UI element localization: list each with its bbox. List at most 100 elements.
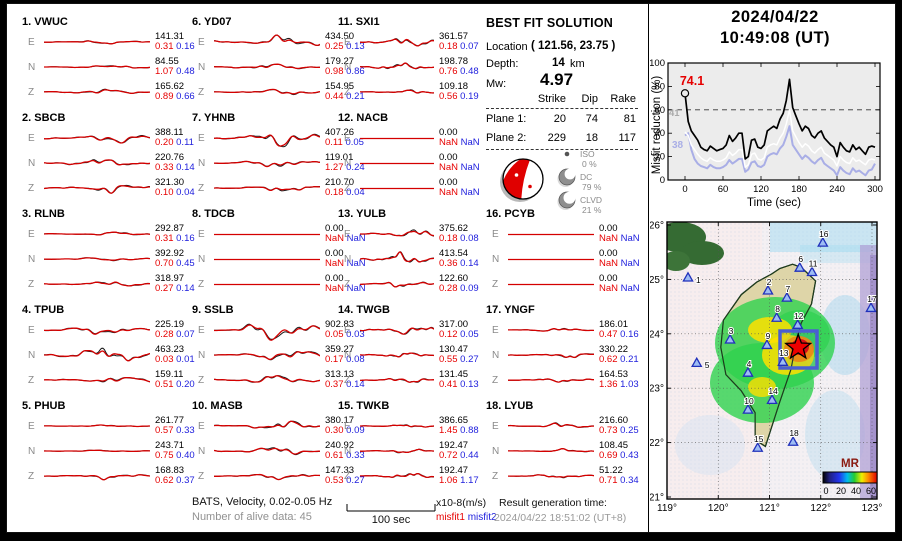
depth-value: 14 xyxy=(552,57,565,69)
channel-values: 386.65 1.45 0.88 xyxy=(439,415,479,437)
event-date: 2024/04/22 xyxy=(731,8,819,26)
misfit2-value: 0.05 xyxy=(345,137,364,148)
channel-values: 388.11 0.20 0.11 xyxy=(155,127,194,149)
misfit1-value: NaN xyxy=(439,162,459,173)
misfit1-value: 1.45 xyxy=(439,425,458,436)
waveform-plot-LYUB-N xyxy=(508,447,594,453)
y-tick-label: 20 xyxy=(654,152,665,163)
channel-values: 130.47 0.55 0.27 xyxy=(439,343,479,366)
channel-row: E 434.50 0.25 0.13 xyxy=(198,29,365,55)
synthetic-trace xyxy=(44,89,150,94)
channel-row: N 240.92 0.61 0.33 xyxy=(198,438,365,464)
misfit2-value: 0.16 xyxy=(176,41,195,52)
map-lat-tick: 23° xyxy=(650,384,664,395)
misfit2-value: NaN xyxy=(460,162,480,173)
channel-row: Z 210.70 0.18 0.04 xyxy=(198,175,365,201)
misfit1-value: 0.71 xyxy=(599,475,618,486)
map-lat-tick: 26° xyxy=(650,221,664,232)
station-label: 9. SSLB xyxy=(192,304,234,316)
component-label: Z xyxy=(344,182,351,194)
amplitude-value: 0.00 xyxy=(325,247,344,259)
lavender-series-start-value: 38 xyxy=(672,140,684,151)
map-station-marker-7 xyxy=(781,291,793,302)
channel-row: E 361.57 0.18 0.07 xyxy=(344,29,479,55)
channel-values: 0.00 NaN NaN xyxy=(439,127,480,149)
misfit2-value: 0.37 xyxy=(176,475,195,486)
synthetic-trace xyxy=(214,186,320,192)
component-label: N xyxy=(198,157,206,169)
plane1-label: Plane 1: xyxy=(486,113,527,125)
misfit2-value: 0.08 xyxy=(460,233,479,244)
map-station-number: 14 xyxy=(768,386,778,396)
waveform-plot-VWUC-N xyxy=(44,65,150,69)
waveform-plot-PHUB-E xyxy=(44,424,150,428)
channel-row: E 261.77 0.57 0.33 xyxy=(28,413,195,439)
channel-row: N 413.54 0.36 0.14 xyxy=(344,246,479,272)
series-best-misfit-reduction xyxy=(684,78,876,160)
amplitude-value: 130.47 xyxy=(439,343,469,355)
misfit2-value: NaN xyxy=(620,233,640,244)
map-station-marker-5 xyxy=(691,356,703,368)
component-label: N xyxy=(492,349,500,361)
amplitude-value: 51.22 xyxy=(599,464,623,476)
component-label: N xyxy=(344,157,352,169)
map-station-marker-8 xyxy=(770,311,783,322)
waveform-plot-TWGB-E xyxy=(360,326,434,335)
event-time: 10:49:08 (UT) xyxy=(719,29,831,47)
misfit2-value: NaN xyxy=(346,283,366,294)
alive-data-count: Number of alive data: 45 xyxy=(192,511,312,523)
plane1-strike: 20 xyxy=(553,113,566,125)
misfit2-value: 0.66 xyxy=(176,91,195,102)
channel-values: 0.00 NaN NaN xyxy=(325,273,366,295)
waveform-plot-PCYB-Z xyxy=(508,283,594,286)
misfit1-value: NaN xyxy=(599,233,619,244)
synthetic-trace xyxy=(44,376,150,383)
synthetic-trace xyxy=(360,424,434,428)
synthetic-trace xyxy=(44,159,150,166)
misfit2-value: 0.88 xyxy=(460,425,479,436)
misfit1-value: 0.20 xyxy=(155,137,174,148)
misfit1-value: 0.37 xyxy=(325,379,344,390)
component-label: Z xyxy=(492,470,499,482)
channel-row: N 220.76 0.33 0.14 xyxy=(28,150,195,176)
waveform-plot-PHUB-N xyxy=(44,449,150,453)
channel-row: E 0.00 NaN NaN xyxy=(344,125,480,151)
synthetic-trace xyxy=(214,420,320,429)
component-label: N xyxy=(28,157,36,169)
amplitude-value: 164.53 xyxy=(599,368,629,380)
channel-values: 192.47 0.72 0.44 xyxy=(439,440,479,462)
synthetic-trace xyxy=(44,231,150,236)
channel-values: 317.00 0.12 0.05 xyxy=(439,319,479,341)
channel-row: Z 321.30 0.10 0.04 xyxy=(28,175,195,201)
series-secondary-lavender xyxy=(684,125,876,177)
amplitude-value: 119.01 xyxy=(325,151,354,163)
map-station-marker-4 xyxy=(742,366,754,377)
channel-values: 198.78 0.76 0.48 xyxy=(439,56,479,78)
map-station-marker-1 xyxy=(682,271,694,282)
amplitude-value: 361.57 xyxy=(439,30,469,42)
map-station-marker-9 xyxy=(761,338,773,350)
channel-values: 141.31 0.31 0.16 xyxy=(155,31,195,53)
waveform-plot-NACB-N xyxy=(360,162,434,165)
misfit1-value: 0.53 xyxy=(325,475,344,486)
channel-values: 359.27 0.17 0.08 xyxy=(325,344,365,366)
channel-row: N 119.01 1.27 0.24 xyxy=(198,150,365,176)
misfit2-value: 0.19 xyxy=(460,91,479,102)
result-time-value: 2024/04/22 18:51:02 (UT+8) xyxy=(494,512,627,524)
x-tick-label: 60 xyxy=(718,184,729,195)
station-block-TWKB: 15. TWKB E 386.65 1.45 0.88 N 192.47 0.72 0.44… xyxy=(338,400,498,486)
channel-row: Z 164.53 1.36 1.03 xyxy=(492,367,639,393)
map-station-number: 6 xyxy=(798,254,803,264)
misfit2-value: 0.09 xyxy=(346,425,365,436)
misfit1-value: 0.18 xyxy=(439,41,458,52)
map-station-marker-12 xyxy=(791,318,804,329)
channel-values: 210.70 0.18 0.04 xyxy=(325,177,365,199)
amplitude-value: 109.18 xyxy=(439,80,469,92)
component-label: E xyxy=(198,36,205,48)
waveform-plot-YD07-N xyxy=(214,63,320,70)
misfit1-value: 0.56 xyxy=(439,91,458,102)
map-lat-tick: 21° xyxy=(650,493,664,504)
amplitude-value: 147.33 xyxy=(325,464,355,476)
amplitude-value: 243.71 xyxy=(155,439,185,451)
component-label: E xyxy=(28,324,35,336)
